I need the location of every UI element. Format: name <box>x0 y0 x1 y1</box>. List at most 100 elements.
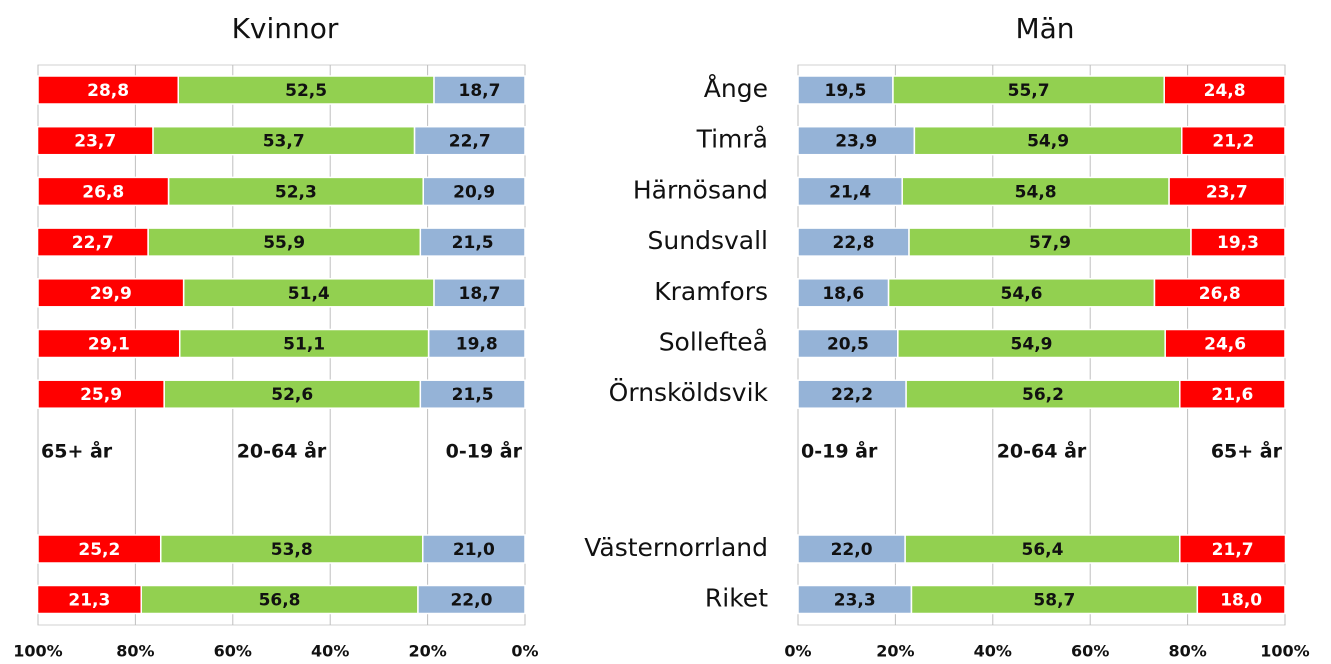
bar-segment <box>797 278 890 308</box>
bar-segment <box>140 584 419 615</box>
legend-label: 65+ år <box>41 439 113 463</box>
x-tick-label: 20% <box>408 642 446 661</box>
bar-segment <box>1196 584 1286 615</box>
bar-segment <box>37 278 185 308</box>
data-label: 19,3 <box>1217 233 1259 253</box>
data-label: 28,8 <box>87 81 129 101</box>
legend-label: 20-64 år <box>997 439 1087 463</box>
data-label: 20,9 <box>453 182 495 202</box>
bar-segment <box>36 227 149 257</box>
data-label: 25,2 <box>78 540 120 560</box>
data-label: 23,7 <box>1206 182 1248 202</box>
data-label: 56,2 <box>1022 385 1064 405</box>
bar-segment <box>417 584 526 615</box>
x-tick-label: 20% <box>876 642 914 661</box>
data-label: 20,5 <box>827 335 869 355</box>
data-label: 51,1 <box>283 335 325 355</box>
bar-segment <box>797 125 916 156</box>
data-label: 19,8 <box>456 335 498 355</box>
bar-segment <box>178 328 430 359</box>
data-label: 23,3 <box>834 591 876 611</box>
data-label: 51,4 <box>288 284 330 304</box>
data-label: 19,5 <box>825 81 867 101</box>
legend-label: 20-64 år <box>237 439 327 463</box>
x-tick-label: 60% <box>1071 642 1109 661</box>
data-label: 54,9 <box>1011 335 1053 355</box>
data-label: 56,8 <box>259 591 301 611</box>
x-tick-label: 0% <box>511 642 538 661</box>
data-label: 58,7 <box>1033 591 1075 611</box>
data-label: 29,9 <box>90 284 132 304</box>
bar-segment <box>887 278 1156 308</box>
x-tick-label: 60% <box>214 642 252 661</box>
bar-segment <box>908 227 1192 257</box>
bar-segment <box>147 227 422 257</box>
data-label: 25,9 <box>80 385 122 405</box>
category-label: Härnösand <box>633 175 768 204</box>
data-label: 22,7 <box>72 233 114 253</box>
x-tick-label: 40% <box>974 642 1012 661</box>
data-label: 55,9 <box>263 233 305 253</box>
bar-segment <box>37 534 162 564</box>
bar-segment <box>421 534 526 564</box>
bar-segment <box>37 328 181 359</box>
category-label: Västernorrland <box>584 533 768 562</box>
category-label: Örnsköldsvik <box>609 378 769 407</box>
data-label: 57,9 <box>1029 233 1071 253</box>
x-tick-label: 100% <box>13 642 62 661</box>
bar-segment <box>1164 328 1286 359</box>
data-label: 52,6 <box>271 385 313 405</box>
data-label: 54,9 <box>1027 132 1069 152</box>
x-tick-label: 80% <box>116 642 154 661</box>
bar-segment <box>1168 176 1286 207</box>
bar-segment <box>36 584 142 615</box>
category-label: Sundsvall <box>648 226 768 255</box>
bar-segment <box>797 584 913 615</box>
data-label: 55,7 <box>1008 81 1050 101</box>
bar-segment <box>159 534 424 564</box>
bar-segment <box>1163 75 1286 105</box>
data-label: 18,0 <box>1220 591 1262 611</box>
bar-segment <box>163 379 422 409</box>
data-label: 53,8 <box>271 540 313 560</box>
bar-segment <box>413 125 526 156</box>
category-label: Sollefteå <box>659 328 768 357</box>
bar-segment <box>1190 227 1286 257</box>
data-label: 23,7 <box>74 132 116 152</box>
data-label: 22,0 <box>831 540 873 560</box>
bar-segment <box>152 125 416 156</box>
data-label: 21,3 <box>68 591 110 611</box>
data-label: 52,5 <box>285 81 327 101</box>
bar-segment <box>433 278 526 308</box>
data-label: 21,4 <box>829 182 871 202</box>
data-label: 23,9 <box>835 132 877 152</box>
data-label: 29,1 <box>88 335 130 355</box>
legend-label: 0-19 år <box>446 439 523 463</box>
data-label: 22,2 <box>831 385 873 405</box>
bar-segment <box>182 278 435 308</box>
legend-label: 65+ år <box>1211 439 1283 463</box>
x-tick-label: 80% <box>1168 642 1206 661</box>
data-label: 21,6 <box>1211 385 1253 405</box>
x-tick-label: 100% <box>1260 642 1309 661</box>
data-label: 52,3 <box>275 182 317 202</box>
bar-segment <box>37 176 170 207</box>
category-label: Timrå <box>696 125 768 154</box>
data-label: 18,7 <box>458 81 500 101</box>
x-tick-label: 40% <box>311 642 349 661</box>
bar-segment <box>37 75 180 105</box>
data-label: 21,5 <box>452 233 494 253</box>
data-label: 22,8 <box>833 233 875 253</box>
bar-segment <box>892 75 1165 105</box>
data-label: 21,0 <box>453 540 495 560</box>
category-label: Riket <box>705 584 768 613</box>
bar-segment <box>904 534 1181 564</box>
chart-title: Kvinnor <box>232 12 339 45</box>
data-label: 18,7 <box>458 284 500 304</box>
bar-segment <box>36 125 154 156</box>
bar-segment <box>1179 379 1286 409</box>
bar-segment <box>433 75 526 105</box>
category-label: Kramfors <box>654 277 768 306</box>
bar-segment <box>1153 278 1286 308</box>
bar-segment <box>910 584 1199 615</box>
